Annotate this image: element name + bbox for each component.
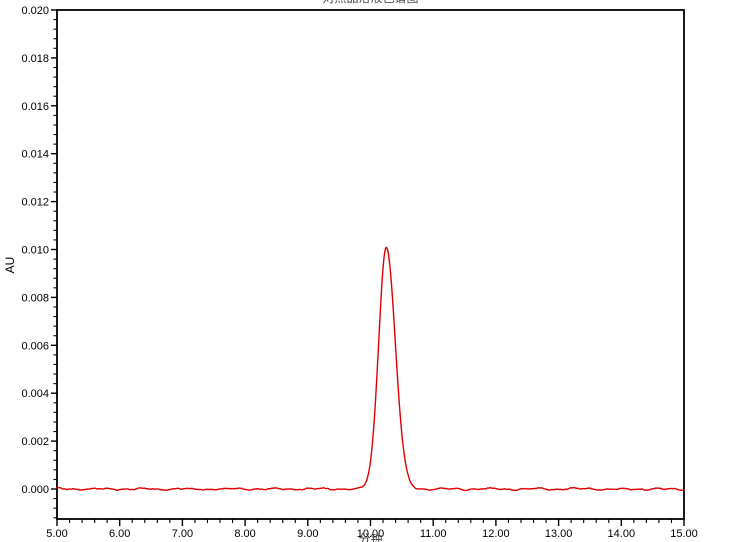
x-axis-title-text: 分钟 <box>358 533 383 542</box>
y-tick-label: 0.016 <box>21 101 49 113</box>
x-tick-label: 10.00 <box>357 528 385 540</box>
y-tick-label: 0.012 <box>21 197 49 209</box>
chromatogram-trace <box>56 246 685 492</box>
x-tick-label: 13.00 <box>545 528 573 540</box>
x-tick-label: 14.00 <box>608 528 636 540</box>
y-tick-label: 0.004 <box>21 388 49 400</box>
y-tick-label: 0.020 <box>21 5 49 17</box>
y-tick-label: 0.002 <box>21 436 49 448</box>
x-tick-label: 8.00 <box>234 528 255 540</box>
x-tick-label: 12.00 <box>482 528 510 540</box>
chart-title: 对照品溶液色谱图 <box>57 0 684 5</box>
x-axis-title: 分钟 <box>57 533 684 542</box>
y-tick-label: 0.018 <box>21 53 49 65</box>
y-tick-label: 0.014 <box>21 149 49 161</box>
y-axis-title: AU <box>3 257 17 274</box>
plot-generated: 0.000 0.002 0.004 0.006 0.008 0.010 0.012 0.014… <box>21 5 697 540</box>
chart-title-text: 对照品溶液色谱图 <box>57 0 684 4</box>
x-tick-label: 9.00 <box>297 528 318 540</box>
x-tick-label: 6.00 <box>109 528 130 540</box>
y-tick-label: 0.006 <box>21 340 49 352</box>
plot-border <box>56 9 685 520</box>
x-tick-label: 7.00 <box>172 528 193 540</box>
y-tick-label: 0.008 <box>21 292 49 304</box>
x-tick-label: 11.00 <box>420 528 447 540</box>
x-tick-label: 15.00 <box>670 528 698 540</box>
y-tick-label: 0.010 <box>21 245 49 257</box>
x-tick-label: 5.00 <box>46 528 67 540</box>
y-tick-label: 0.000 <box>21 484 49 496</box>
